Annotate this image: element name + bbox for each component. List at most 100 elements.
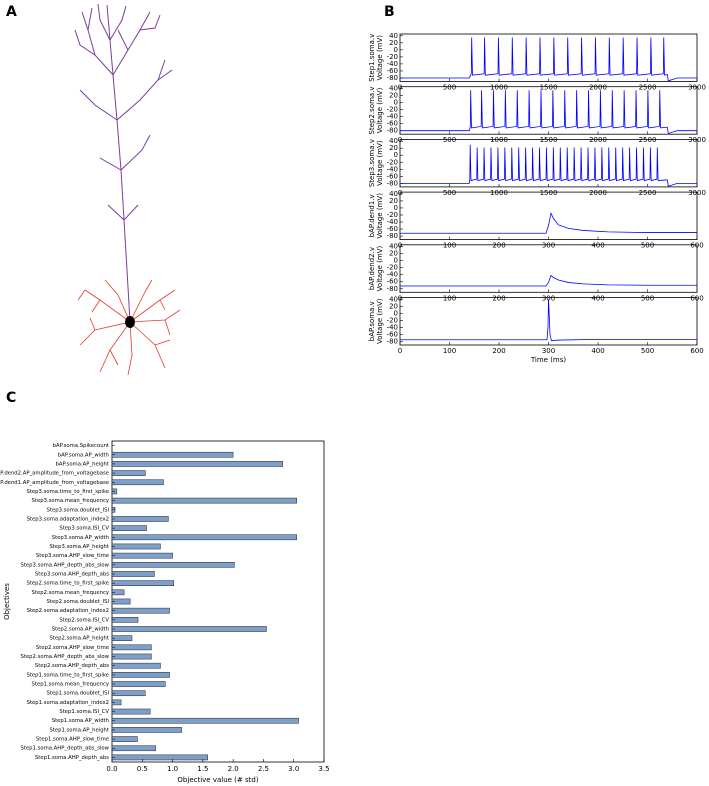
x-tick-label: 3.0 bbox=[288, 765, 299, 773]
y-axis-label: bAP.dend1.v bbox=[368, 194, 376, 237]
bar bbox=[111, 662, 161, 669]
bar bbox=[111, 644, 152, 651]
y-tick-label: 20 bbox=[389, 250, 398, 258]
y-tick-label: bAP.soma.AP_width bbox=[58, 452, 109, 458]
panel-label: B bbox=[384, 4, 395, 20]
y-axis-label: Voltage (mV) bbox=[376, 35, 384, 81]
y-tick-label: Step3.soma.AHP_depth_abs bbox=[35, 571, 109, 577]
bar bbox=[111, 516, 169, 522]
y-axis-label: Step3.soma.v bbox=[368, 139, 376, 187]
bar bbox=[111, 717, 299, 724]
bar bbox=[111, 626, 267, 632]
y-tick-label: 20 bbox=[389, 197, 398, 205]
x-tick-label: 2500 bbox=[639, 136, 657, 144]
y-tick-label: Step1.soma.mean_frequency bbox=[32, 682, 109, 688]
voltage-trace bbox=[400, 299, 697, 342]
x-tick-label: 500 bbox=[641, 242, 654, 250]
y-tick-label: -40 bbox=[387, 113, 398, 121]
x-tick-label: 200 bbox=[492, 347, 505, 355]
x-tick-label: 500 bbox=[443, 84, 456, 92]
y-tick-label: 20 bbox=[389, 302, 398, 310]
y-tick-label: 0 bbox=[394, 257, 398, 265]
y-tick-label: -40 bbox=[387, 60, 398, 68]
x-tick-label: 0 bbox=[398, 347, 402, 355]
y-tick-label: 20 bbox=[389, 144, 398, 152]
y-tick-label: -20 bbox=[387, 316, 398, 324]
y-tick-label: -80 bbox=[387, 337, 398, 345]
x-tick-label: 500 bbox=[443, 189, 456, 197]
y-tick-label: Step3.soma.mean_frequency bbox=[32, 498, 109, 504]
neuron-morphology bbox=[74, 3, 181, 376]
y-tick-label: -80 bbox=[387, 127, 398, 135]
x-tick-label: 300 bbox=[542, 242, 555, 250]
y-tick-label: -40 bbox=[387, 165, 398, 173]
bar bbox=[111, 561, 235, 568]
y-tick-label: 0 bbox=[394, 46, 398, 54]
y-axis-label: Voltage (mV) bbox=[376, 246, 384, 292]
x-axis-label: Objective value (# std) bbox=[177, 776, 258, 784]
x-tick-label: 300 bbox=[542, 347, 555, 355]
bar bbox=[111, 607, 170, 614]
y-tick-label: bAP.dend1.AP_amplitude_from_voltagebase bbox=[0, 480, 109, 486]
y-tick-label: -20 bbox=[387, 53, 398, 61]
y-tick-label: -20 bbox=[387, 211, 398, 219]
bar bbox=[111, 552, 173, 559]
x-tick-label: 2500 bbox=[639, 189, 657, 197]
y-tick-label: 40 bbox=[389, 243, 398, 251]
y-tick-label: -40 bbox=[387, 271, 398, 279]
bar bbox=[111, 580, 175, 586]
x-tick-label: 100 bbox=[443, 242, 456, 250]
bar bbox=[111, 534, 297, 541]
y-tick-label: Step1.soma.AHP_depth_abs_slow bbox=[20, 746, 109, 752]
bar bbox=[111, 653, 152, 660]
y-tick-label: 0 bbox=[394, 151, 398, 159]
x-tick-label: 1000 bbox=[490, 189, 508, 197]
x-tick-label: 2000 bbox=[589, 136, 607, 144]
x-tick-label: 1500 bbox=[540, 189, 558, 197]
y-tick-label: -20 bbox=[387, 106, 398, 114]
y-tick-label: 0 bbox=[394, 99, 398, 107]
y-tick-label: Step1.soma.doublet_ISI bbox=[47, 691, 110, 697]
bar bbox=[111, 754, 208, 761]
y-tick-label: 20 bbox=[389, 91, 398, 99]
y-tick-label: Step2.soma.doublet_ISI bbox=[47, 599, 110, 605]
bar bbox=[111, 571, 155, 577]
y-tick-label: Step2.soma.AHP_depth_abs bbox=[35, 663, 109, 669]
bar bbox=[111, 736, 138, 742]
y-tick-label: Step2.soma.mean_frequency bbox=[32, 590, 109, 596]
y-tick-label: Step1.soma.AP_width bbox=[52, 718, 109, 724]
y-tick-label: Step1.soma.ISI_CV bbox=[59, 709, 109, 715]
y-axis-label: Objectives bbox=[3, 583, 11, 620]
y-tick-label: -80 bbox=[387, 232, 398, 240]
bar bbox=[111, 708, 151, 715]
y-tick-label: Step3.soma.adaptation_index2 bbox=[27, 516, 109, 522]
x-tick-label: 2.5 bbox=[258, 765, 269, 773]
x-tick-label: 200 bbox=[492, 242, 505, 250]
x-tick-label: 400 bbox=[591, 347, 604, 355]
x-tick-label: 400 bbox=[591, 294, 604, 302]
bar bbox=[111, 672, 170, 678]
y-axis-label: Voltage (mV) bbox=[376, 140, 384, 186]
panel-label: A bbox=[6, 4, 17, 20]
y-tick-label: Step3.soma.AHP_depth_abs_slow bbox=[20, 562, 109, 568]
y-tick-label: bAP.dend2.AP_amplitude_from_voltagebase bbox=[0, 471, 109, 477]
y-tick-label: Step2.soma.AHP_slow_time bbox=[36, 645, 109, 651]
x-tick-label: 0.0 bbox=[106, 765, 117, 773]
y-tick-label: -60 bbox=[387, 278, 398, 286]
x-tick-label: 2500 bbox=[639, 84, 657, 92]
bar bbox=[111, 479, 164, 486]
y-tick-label: -60 bbox=[387, 172, 398, 180]
plot-frame bbox=[399, 138, 698, 188]
soma bbox=[125, 316, 135, 328]
x-tick-label: 200 bbox=[492, 294, 505, 302]
y-tick-label: Step2.soma.AP_height bbox=[49, 636, 109, 642]
x-tick-label: 300 bbox=[542, 294, 555, 302]
x-tick-label: 600 bbox=[690, 347, 703, 355]
y-axis-label: Voltage (mV) bbox=[376, 298, 384, 344]
bar bbox=[111, 690, 146, 697]
y-axis-label: bAP.dend2.v bbox=[368, 247, 376, 290]
y-tick-label: -60 bbox=[387, 120, 398, 128]
x-tick-label: 1500 bbox=[540, 84, 558, 92]
y-tick-label: -60 bbox=[387, 225, 398, 233]
